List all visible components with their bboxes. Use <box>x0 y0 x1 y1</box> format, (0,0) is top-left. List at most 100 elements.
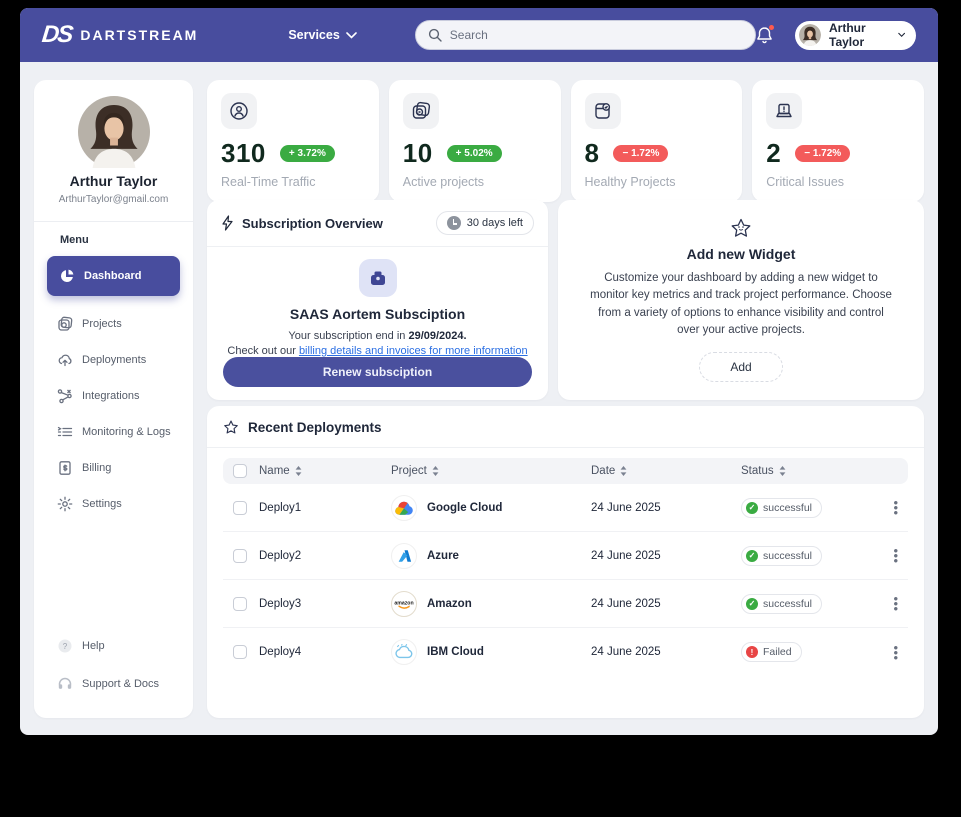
deployment-date: 24 June 2025 <box>591 597 661 610</box>
notifications-button[interactable] <box>756 25 774 44</box>
table-header-row: Name Project Date Status <box>223 458 908 484</box>
sidebar-item-deployments[interactable]: Deployments <box>47 344 180 376</box>
stat-delta-badge: + 5.02% <box>446 145 502 162</box>
plan-end-text: Your subscription end in 29/09/2024. <box>288 330 467 342</box>
add-widget-card: Add new Widget Customize your dashboard … <box>558 200 924 400</box>
search-bar[interactable] <box>414 20 756 50</box>
project-name: Google Cloud <box>427 501 503 514</box>
column-header-status[interactable]: Status <box>741 465 874 477</box>
sidebar-item-label: Integrations <box>82 390 140 402</box>
bell-icon <box>757 27 772 44</box>
sidebar-item-settings[interactable]: Settings <box>47 488 180 520</box>
services-dropdown[interactable]: Services <box>288 28 357 42</box>
user-menu[interactable]: Arthur Taylor <box>795 20 916 50</box>
row-checkbox[interactable] <box>233 596 247 611</box>
subscription-title: Subscription Overview <box>242 215 383 231</box>
row-menu-button[interactable]: • • • <box>893 639 898 665</box>
stat-value: 310 <box>221 138 266 168</box>
add-widget-button[interactable]: Add <box>699 352 783 382</box>
ibm-cloud-logo <box>391 639 417 665</box>
user-avatar <box>799 24 821 46</box>
main-content: 310 + 3.72% Real-Time Traffic 10 + 5.02%… <box>207 80 924 718</box>
project-name: Azure <box>427 549 459 562</box>
deployment-name: Deploy2 <box>259 549 302 562</box>
column-header-date[interactable]: Date <box>591 465 741 477</box>
renew-subscription-button[interactable]: Renew subsciption <box>223 357 532 387</box>
sidebar-item-integrations[interactable]: Integrations <box>47 380 180 412</box>
chevron-down-icon <box>345 31 357 39</box>
profile-email: ArthurTaylor@gmail.com <box>58 194 169 205</box>
status-label: successful <box>763 549 813 562</box>
sidebar-item-label: Projects <box>82 318 122 330</box>
middle-row: Subscription Overview 30 days left SAAS … <box>207 200 924 400</box>
column-header-project[interactable]: Project <box>391 465 591 477</box>
brand-logo[interactable]: DS DARTSTREAM <box>41 21 198 48</box>
sidebar-item-monitoring-logs[interactable]: Monitoring & Logs <box>47 416 180 448</box>
svg-text:amazon: amazon <box>394 600 413 606</box>
stat-card-real-time-traffic: 310 + 3.72% Real-Time Traffic <box>207 80 379 202</box>
sidebar-footer: ? Help Support & Docs <box>34 630 193 700</box>
notification-badge-dot <box>769 25 774 30</box>
recent-deployments-card: Recent Deployments Name Project Date <box>207 406 924 718</box>
sidebar-item-support-docs[interactable]: Support & Docs <box>47 668 180 700</box>
deployment-name: Deploy4 <box>259 646 302 658</box>
billing-details-link[interactable]: billing details and invoices for more in… <box>298 345 528 357</box>
sidebar-item-dashboard[interactable]: Dashboard <box>47 256 180 296</box>
stat-label: Real-Time Traffic <box>221 175 316 189</box>
status-badge: successful <box>741 545 823 566</box>
user-name: Arthur Taylor <box>829 21 866 49</box>
deployment-date: 24 June 2025 <box>591 549 661 562</box>
app-window: DS DARTSTREAM Services Arthur Taylor <box>20 8 938 735</box>
widget-description: Customize your dashboard by adding a new… <box>590 272 892 336</box>
project-name: IBM Cloud <box>427 646 484 658</box>
gear-icon <box>57 496 73 512</box>
sort-icon <box>432 466 439 476</box>
deployment-date: 24 June 2025 <box>591 501 661 514</box>
sort-icon <box>295 466 302 476</box>
sidebar-item-projects[interactable]: Projects <box>47 308 180 340</box>
table-row: Deploy2 Azure 24 June 2025 suc <box>223 532 908 580</box>
star-icon <box>731 218 751 237</box>
sidebar-item-help[interactable]: ? Help <box>47 630 180 662</box>
projects-icon <box>412 101 430 119</box>
column-header-name[interactable]: Name <box>259 465 391 477</box>
stat-value: 8 <box>584 138 600 168</box>
status-dot-icon <box>746 549 758 562</box>
stat-card-critical-issues: 2 − 1.72% Critical Issues <box>752 80 924 202</box>
status-badge: Failed <box>741 642 802 662</box>
table-row: Deploy1 Google Cloud 24 June 202 <box>223 484 908 532</box>
status-badge: successful <box>741 593 823 614</box>
row-checkbox[interactable] <box>233 645 247 659</box>
select-all-checkbox[interactable] <box>233 464 247 478</box>
status-label: Failed <box>763 646 792 658</box>
sidebar-item-billing[interactable]: Billing <box>47 452 180 484</box>
sidebar-item-label: Deployments <box>82 354 147 366</box>
search-input[interactable] <box>449 28 743 42</box>
stat-label: Active projects <box>402 175 485 189</box>
row-checkbox[interactable] <box>233 500 247 515</box>
amazon-logo: amazon <box>391 590 417 617</box>
subscriber-card-icon <box>370 271 385 285</box>
status-dot-icon <box>746 501 758 514</box>
clock-icon <box>446 216 461 230</box>
copies-icon <box>58 316 73 331</box>
row-menu-button[interactable]: • • • <box>893 591 898 616</box>
clipboard-check-icon <box>594 103 610 119</box>
profile-name: Arthur Taylor <box>69 173 158 189</box>
row-checkbox[interactable] <box>233 548 247 563</box>
sidebar-item-label: Dashboard <box>84 270 142 282</box>
widget-title: Add new Widget <box>686 246 796 262</box>
row-menu-button[interactable]: • • • <box>893 495 898 520</box>
stat-card-healthy-projects: 8 − 1.72% Healthy Projects <box>570 80 743 202</box>
star-icon <box>224 420 238 434</box>
cloud-upload-icon <box>58 354 72 367</box>
headset-icon <box>58 677 72 689</box>
divider <box>207 246 548 247</box>
top-navbar: DS DARTSTREAM Services Arthur Taylor <box>20 8 938 62</box>
status-dot-icon <box>746 597 758 610</box>
sort-icon <box>779 466 786 476</box>
row-menu-button[interactable]: • • • <box>893 543 898 568</box>
stat-delta-badge: − 1.72% <box>795 145 851 162</box>
navbar-right: Arthur Taylor <box>756 20 916 50</box>
question-icon: ? <box>58 639 72 653</box>
